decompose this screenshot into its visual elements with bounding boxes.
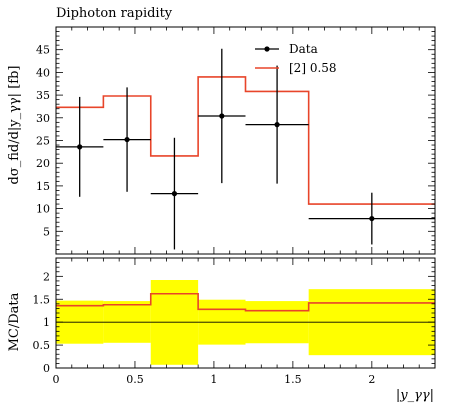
- ratio-y-axis-label: MC/Data: [7, 292, 22, 351]
- ratio-y-tick-label: 1: [43, 316, 50, 329]
- legend: Data [2] 0.58: [255, 42, 337, 75]
- x-tick-label: 0: [53, 373, 60, 386]
- data-point: [124, 136, 130, 143]
- chart-title: Diphoton rapidity: [56, 6, 173, 21]
- ratio-y-tick-label: 0: [43, 362, 50, 375]
- ratio-mc-step-line: [56, 292, 435, 312]
- legend-label-data: Data: [289, 42, 318, 56]
- y-tick-label: 40: [36, 66, 50, 79]
- main-panel-frame: [55, 26, 436, 255]
- data-point: [171, 191, 178, 197]
- data-point: [219, 113, 225, 119]
- y-tick-label: 10: [36, 203, 50, 216]
- main-y-axis-label: dσ_fid/d|y_γγ| [fb]: [7, 66, 22, 185]
- legend-label-mc: [2] 0.58: [289, 61, 337, 75]
- x-tick-label: 2: [368, 373, 375, 386]
- y-tick-label: 20: [36, 157, 50, 170]
- y-tick-label: 30: [36, 112, 50, 125]
- x-tick-label: 1.5: [284, 373, 302, 386]
- data-point: [274, 122, 280, 128]
- y-tick-label: 45: [36, 44, 50, 57]
- data-point: [77, 144, 83, 150]
- legend-data-marker: [264, 46, 270, 52]
- x-tick-label: 1: [210, 373, 217, 386]
- x-axis-label: |y_γγ|: [396, 388, 434, 403]
- y-tick-label: 15: [36, 180, 50, 193]
- y-tick-label: 5: [43, 225, 50, 238]
- mc-step-line: [56, 76, 435, 205]
- y-tick-label: 25: [36, 135, 50, 148]
- x-tick-label: 0.5: [126, 373, 144, 386]
- ratio-panel: 0 0.5 1 1.5 2 0 0.5 1 1.5 2: [33, 257, 436, 386]
- main-panel: 5 10 15 20 25 30 35 40 45 Data [2] 0.58: [36, 26, 436, 255]
- ratio-y-tick-label: 0.5: [33, 339, 51, 352]
- ratio-y-tick-label: 1.5: [33, 293, 51, 306]
- y-tick-label: 35: [36, 89, 50, 102]
- data-point: [369, 215, 375, 222]
- ratio-y-tick-label: 2: [43, 270, 50, 283]
